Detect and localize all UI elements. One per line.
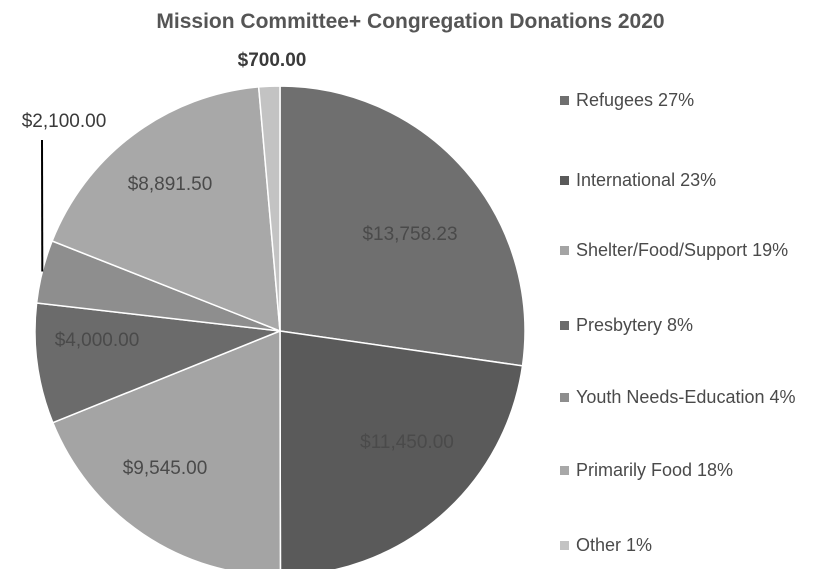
pie-slice: [257, 85, 281, 332]
legend-swatch: [560, 466, 569, 475]
legend-item: Other 1%: [560, 533, 652, 557]
legend-label: Youth Needs-Education 4%: [576, 387, 796, 407]
data-label: $4,000.00: [55, 330, 140, 351]
pie-slice: [279, 85, 526, 367]
legend-item: Shelter/Food/Support 19%: [560, 238, 788, 262]
pie-slice: [51, 329, 282, 569]
data-label: $2,100.00: [22, 111, 107, 132]
legend-swatch: [560, 321, 569, 330]
legend-swatch: [560, 246, 569, 255]
legend-item: Refugees 27%: [560, 88, 694, 112]
legend-item: Primarily Food 18%: [560, 458, 733, 482]
legend-label: Shelter/Food/Support 19%: [576, 240, 789, 260]
data-label: $13,758.23: [362, 224, 457, 245]
legend-label: Other 1%: [576, 535, 653, 555]
data-label: $11,450.00: [360, 432, 454, 453]
pie-slice: [51, 86, 281, 333]
data-label: $9,545.00: [123, 458, 208, 479]
legend-swatch: [560, 393, 569, 402]
data-label: $8,891.50: [128, 174, 213, 195]
legend-item: Presbytery 8%: [560, 313, 693, 337]
legend-label: Presbytery 8%: [576, 315, 694, 335]
legend-label: Refugees 27%: [576, 90, 695, 110]
chart-title: Mission Committee+ Congregation Donation…: [156, 10, 665, 33]
legend-swatch: [560, 176, 569, 185]
data-label: $700.00: [238, 50, 307, 71]
legend-swatch: [560, 541, 569, 550]
legend-label: International 23%: [576, 170, 717, 190]
legend-item: International 23%: [560, 168, 716, 192]
pie-slice: [34, 302, 281, 424]
legend-swatch: [560, 96, 569, 105]
pie-slice: [279, 330, 524, 569]
legend-item: Youth Needs-Education 4%: [560, 385, 796, 409]
legend-label: Primarily Food 18%: [576, 460, 734, 480]
